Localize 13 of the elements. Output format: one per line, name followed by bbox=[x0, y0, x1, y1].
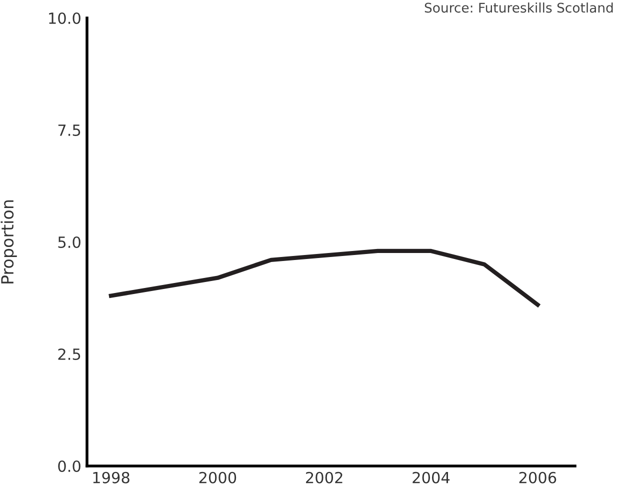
y-tick-label: 0.0 bbox=[58, 460, 80, 472]
x-tick-label: 1998 bbox=[93, 472, 130, 484]
y-axis-title: Proportion bbox=[0, 200, 17, 284]
source-note: Source: Futureskills Scotland bbox=[424, 2, 613, 13]
y-tick-label: 10.0 bbox=[49, 12, 80, 24]
x-tick-label: 2002 bbox=[306, 472, 342, 484]
x-tick-label: 2006 bbox=[519, 472, 556, 484]
x-tick-label: 2000 bbox=[199, 472, 236, 484]
y-tick-label: 5.0 bbox=[58, 236, 80, 248]
line-series bbox=[108, 248, 540, 307]
y-tick-label: 7.5 bbox=[58, 124, 80, 136]
x-tick-label: 2004 bbox=[412, 472, 450, 484]
y-tick-label: 2.5 bbox=[58, 348, 80, 360]
